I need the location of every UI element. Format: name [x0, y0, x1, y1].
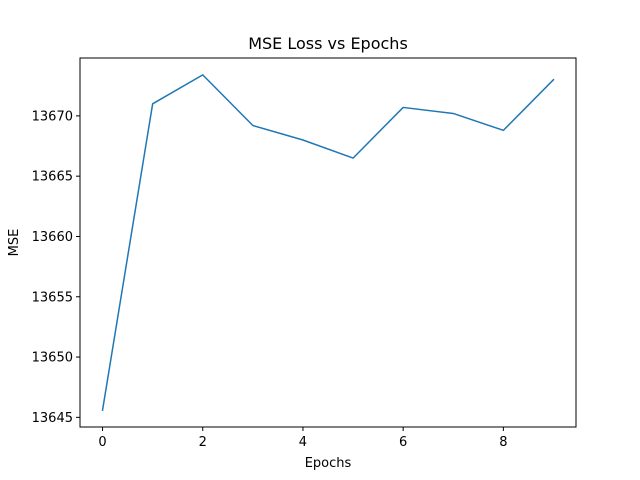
- x-tick-label: 2: [199, 435, 207, 450]
- x-tick-label: 6: [399, 435, 407, 450]
- x-tick-label: 0: [98, 435, 106, 450]
- y-tick-label: 13655: [32, 290, 73, 305]
- x-tick-label: 4: [299, 435, 307, 450]
- y-axis-label: MSE: [7, 229, 22, 257]
- y-tick-label: 13650: [32, 351, 73, 366]
- series-line-0: [101, 74, 555, 411]
- x-axis: 0 2 4 6 8: [98, 427, 507, 450]
- chart-title: MSE Loss vs Epochs: [248, 34, 408, 53]
- plot-background: [80, 58, 576, 427]
- y-tick-label: 13665: [32, 170, 73, 185]
- x-axis-label: Epochs: [305, 456, 352, 471]
- y-tick-label: 13645: [32, 411, 73, 426]
- x-tick-label: 8: [499, 435, 507, 450]
- series-layer: [101, 74, 555, 411]
- y-tick-label: 13660: [32, 230, 73, 245]
- plot-frame: [79, 57, 577, 428]
- y-axis: 13645 13650 13655 13660 13665 13670: [32, 109, 80, 426]
- plot-area: [80, 58, 576, 427]
- y-tick-label: 13670: [32, 109, 73, 124]
